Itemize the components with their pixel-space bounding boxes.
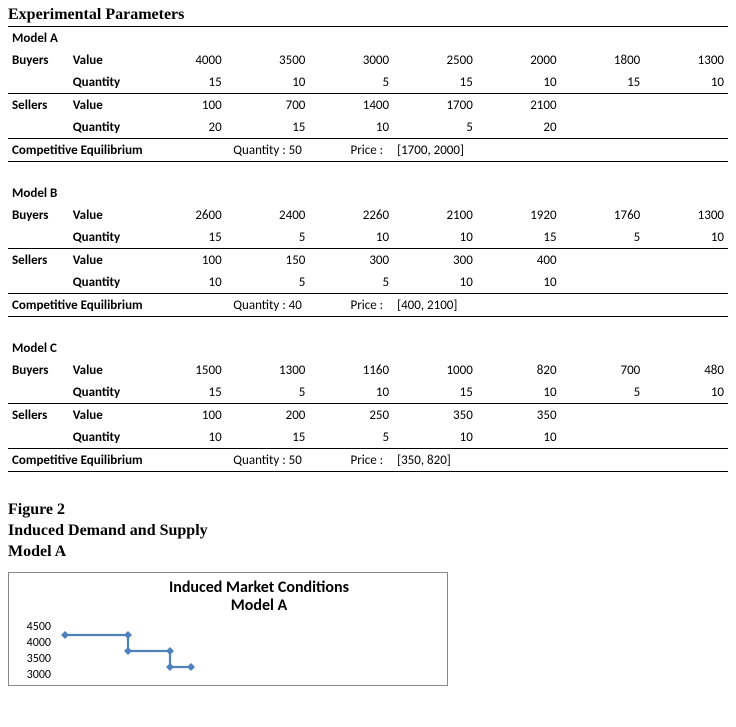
model-title: Model C: [8, 337, 142, 359]
table-row: Quantity155101510510: [8, 381, 728, 404]
competitive-equilibrium-label: Competitive Equilibrium: [8, 294, 142, 317]
table-row: Model B: [8, 182, 728, 204]
eq-quantity: Quantity : 50: [226, 139, 310, 162]
value-label: Value: [69, 359, 142, 381]
table-row: Model A: [8, 27, 728, 50]
competitive-equilibrium-label: Competitive Equilibrium: [8, 449, 142, 472]
diamond-marker: [61, 631, 69, 639]
table-row: Quantity155101015510: [8, 226, 728, 249]
sellers-label: Sellers: [8, 404, 69, 427]
table-row: SellersValue100700140017002100: [8, 94, 728, 117]
buyers-label: Buyers: [8, 204, 69, 226]
table-row: Competitive EquilibriumQuantity : 40Pric…: [8, 294, 728, 317]
table-row: Quantity10551010: [8, 271, 728, 294]
chart-title: Induced Market Conditions Model A: [99, 579, 419, 614]
table-row: Quantity1510515101510: [8, 71, 728, 94]
figure-caption-2: Model A: [8, 542, 728, 563]
diamond-marker: [166, 647, 174, 655]
table-row: BuyersValue4000350030002500200018001300: [8, 49, 728, 71]
diamond-marker: [124, 631, 132, 639]
figure-label: Figure 2: [8, 500, 728, 521]
table-row: BuyersValue2600240022602100192017601300: [8, 204, 728, 226]
eq-price-range: [350, 820]: [393, 449, 477, 472]
table-row: Model C: [8, 337, 728, 359]
chart-container: Induced Market Conditions Model A 450040…: [8, 572, 448, 686]
sellers-label: Sellers: [8, 249, 69, 272]
value-label: Value: [69, 204, 142, 226]
diamond-marker: [124, 647, 132, 655]
eq-price-range: [400, 2100]: [393, 294, 477, 317]
parameters-table: Model ABuyersValue4000350030002500200018…: [8, 26, 728, 472]
sellers-label: Sellers: [8, 94, 69, 117]
competitive-equilibrium-label: Competitive Equilibrium: [8, 139, 142, 162]
table-row: [8, 162, 728, 183]
table-row: SellersValue100150300300400: [8, 249, 728, 272]
diamond-marker: [187, 663, 195, 671]
buyers-label: Buyers: [8, 359, 69, 381]
page-heading: Experimental Parameters: [8, 6, 728, 24]
model-title: Model B: [8, 182, 142, 204]
chart-plot: [59, 619, 439, 683]
eq-quantity: Quantity : 40: [226, 294, 310, 317]
diamond-marker: [166, 663, 174, 671]
table-row: SellersValue100200250350350: [8, 404, 728, 427]
quantity-label: Quantity: [69, 226, 142, 249]
table-row: [8, 317, 728, 338]
eq-price-range: [1700, 2000]: [393, 139, 477, 162]
table-row: Quantity101551010: [8, 426, 728, 449]
figure-caption-1: Induced Demand and Supply: [8, 521, 728, 542]
eq-quantity: Quantity : 50: [226, 449, 310, 472]
table-row: Competitive EquilibriumQuantity : 50Pric…: [8, 449, 728, 472]
table-row: Quantity201510520: [8, 116, 728, 139]
table-row: BuyersValue1500130011601000820700480: [8, 359, 728, 381]
model-title: Model A: [8, 27, 142, 50]
buyers-label: Buyers: [8, 49, 69, 71]
quantity-label: Quantity: [69, 381, 142, 404]
value-label: Value: [69, 49, 142, 71]
quantity-label: Quantity: [69, 71, 142, 94]
table-row: Competitive EquilibriumQuantity : 50Pric…: [8, 139, 728, 162]
chart-y-ticks: 4500400035003000: [17, 619, 51, 683]
